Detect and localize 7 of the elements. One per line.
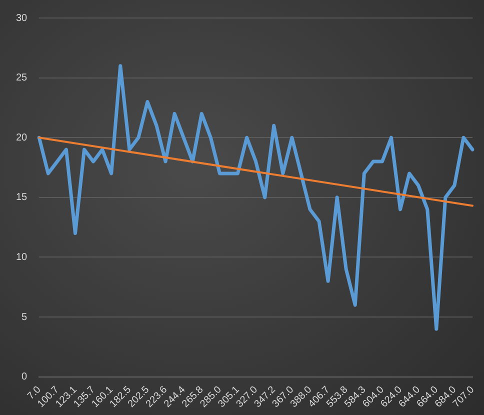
y-tick-label: 25 <box>16 72 28 84</box>
y-tick-label: 30 <box>16 12 28 24</box>
y-tick-label: 0 <box>22 372 28 383</box>
y-tick-label: 5 <box>22 312 28 323</box>
y-tick-label: 10 <box>16 252 28 263</box>
y-tick-label: 15 <box>16 192 28 204</box>
y-tick-label: 20 <box>16 132 28 144</box>
